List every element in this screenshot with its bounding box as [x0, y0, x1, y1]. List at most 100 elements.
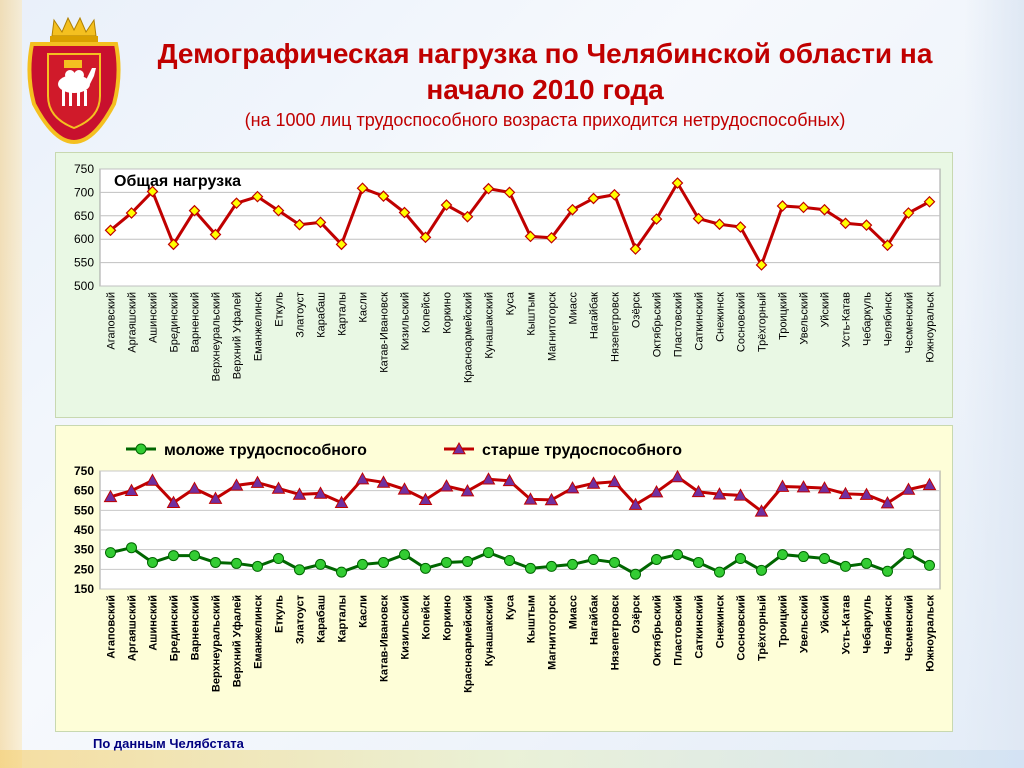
data-point-old [565, 481, 580, 494]
data-point-young [399, 549, 410, 561]
data-point-old [880, 496, 895, 509]
x-tick-label: Аргаяшский [127, 292, 139, 353]
data-point-young [756, 564, 767, 576]
series-line-young [110, 546, 931, 577]
x-tick-label: Октябрьский [652, 292, 664, 357]
data-point-young [714, 566, 725, 578]
data-point-young [903, 548, 914, 560]
data-point [881, 239, 894, 252]
data-point-old [355, 472, 370, 485]
data-point-old [544, 492, 559, 506]
data-point-young [210, 556, 221, 568]
legend-label-old: старше трудоспособного [482, 442, 682, 459]
age-groups-chart-panel: 150 250 350 450 550 650 750 моложе трудоспособн… [55, 425, 953, 732]
x-tick-label: Саткинский [694, 595, 706, 659]
data-point-young [525, 562, 536, 574]
data-point-old [103, 489, 118, 503]
data-point-old [208, 491, 223, 504]
data-point-old [439, 479, 454, 492]
y-tick-label: 750 [74, 162, 94, 176]
data-point [146, 185, 159, 198]
y-tick-label: 750 [74, 464, 94, 478]
x-tick-label: Пластовский [673, 595, 685, 666]
y-tick-label: 550 [74, 256, 94, 270]
series-line-total [109, 180, 931, 269]
decor-stripe-right [964, 0, 1024, 768]
x-tick-label: Златоуст [295, 594, 307, 644]
x-tick-label: Красноармейский [463, 292, 475, 383]
x-tick-label: Еткуль [274, 595, 286, 633]
data-point-young [441, 556, 452, 568]
x-tick-label: Ашинский [148, 595, 160, 651]
y-tick-label: 600 [74, 232, 94, 246]
data-point-young [588, 554, 599, 565]
data-point [818, 203, 831, 216]
coat-of-arms-emblem [24, 14, 124, 145]
data-point-young [231, 557, 242, 569]
x-tick-label: Южноуральск [925, 595, 937, 672]
data-point-old [649, 485, 664, 498]
data-point-old [859, 487, 874, 500]
data-point-young [777, 549, 788, 561]
y-tick-label: 700 [74, 185, 94, 199]
x-tick-label: Уйский [820, 292, 832, 327]
data-point-old [691, 484, 706, 498]
age-groups-chart: 150 250 350 450 550 650 750 моложе трудоспособн… [74, 441, 941, 693]
x-tick-label: Касли [358, 292, 370, 323]
x-tick-label: Карабаш [316, 595, 328, 643]
x-tick-label: Нязепетровск [610, 595, 622, 671]
data-point-old [775, 479, 790, 492]
data-point-old [271, 481, 286, 494]
y-tick-label: 650 [74, 484, 94, 498]
y-tick-label: 550 [74, 503, 94, 517]
data-point-young [483, 547, 494, 559]
data-point-old [334, 495, 349, 508]
series-line-old [110, 475, 930, 514]
data-point [104, 224, 117, 237]
x-tick-label: Копейск [421, 292, 433, 333]
x-tick-label: Челябинск [883, 595, 895, 655]
data-point-old [754, 504, 769, 517]
x-tick-label: Верхнеуральский [211, 595, 223, 692]
data-point-young [336, 566, 347, 578]
x-tick-label: Еманжелинск [253, 595, 265, 669]
data-point-young [168, 550, 179, 562]
x-tick-label: Чебаркуль [862, 292, 874, 346]
data-point-young [378, 556, 389, 568]
data-point-young [693, 556, 704, 568]
x-tick-label: Кунашакский [484, 292, 496, 359]
data-point [482, 182, 495, 195]
data-point-young [252, 560, 263, 572]
x-tick-label: Копейск [421, 595, 433, 640]
data-point-young [420, 562, 431, 574]
data-point [650, 213, 663, 225]
total-load-chart-panel: 500 550 600 650 700 750 Общая нагрузка Агаповск… [55, 152, 953, 418]
y-tick-label: 650 [74, 209, 94, 223]
data-point-old [712, 487, 727, 500]
data-point [272, 204, 285, 217]
data-point [209, 228, 222, 241]
data-point-old [376, 475, 391, 488]
data-point-young [630, 568, 641, 580]
data-point [335, 238, 348, 251]
page-title: Демографическая нагрузка по Челябинской … [157, 38, 933, 105]
x-tick-label: Карталы [337, 292, 349, 336]
data-point-old [586, 476, 601, 489]
y-tick-label: 450 [74, 523, 94, 537]
legend-marker-young [135, 443, 147, 455]
x-tick-label: Коркино [442, 595, 454, 641]
x-tick-label: Кыштым [526, 292, 538, 336]
x-tick-label: Снежинск [715, 292, 727, 342]
x-tick-label: Увельский [799, 292, 811, 345]
data-point [314, 216, 327, 229]
data-point [713, 218, 726, 231]
data-point-young [609, 556, 620, 568]
x-tick-label: Брединский [169, 292, 181, 352]
y-tick-label: 250 [74, 562, 94, 576]
x-tick-label: Уйский [820, 595, 832, 633]
data-point [503, 186, 516, 199]
data-point-old [397, 482, 412, 495]
data-point-young [357, 558, 368, 570]
x-tick-label: Южноуральск [925, 292, 937, 363]
x-tick-label: Увельский [799, 595, 811, 653]
